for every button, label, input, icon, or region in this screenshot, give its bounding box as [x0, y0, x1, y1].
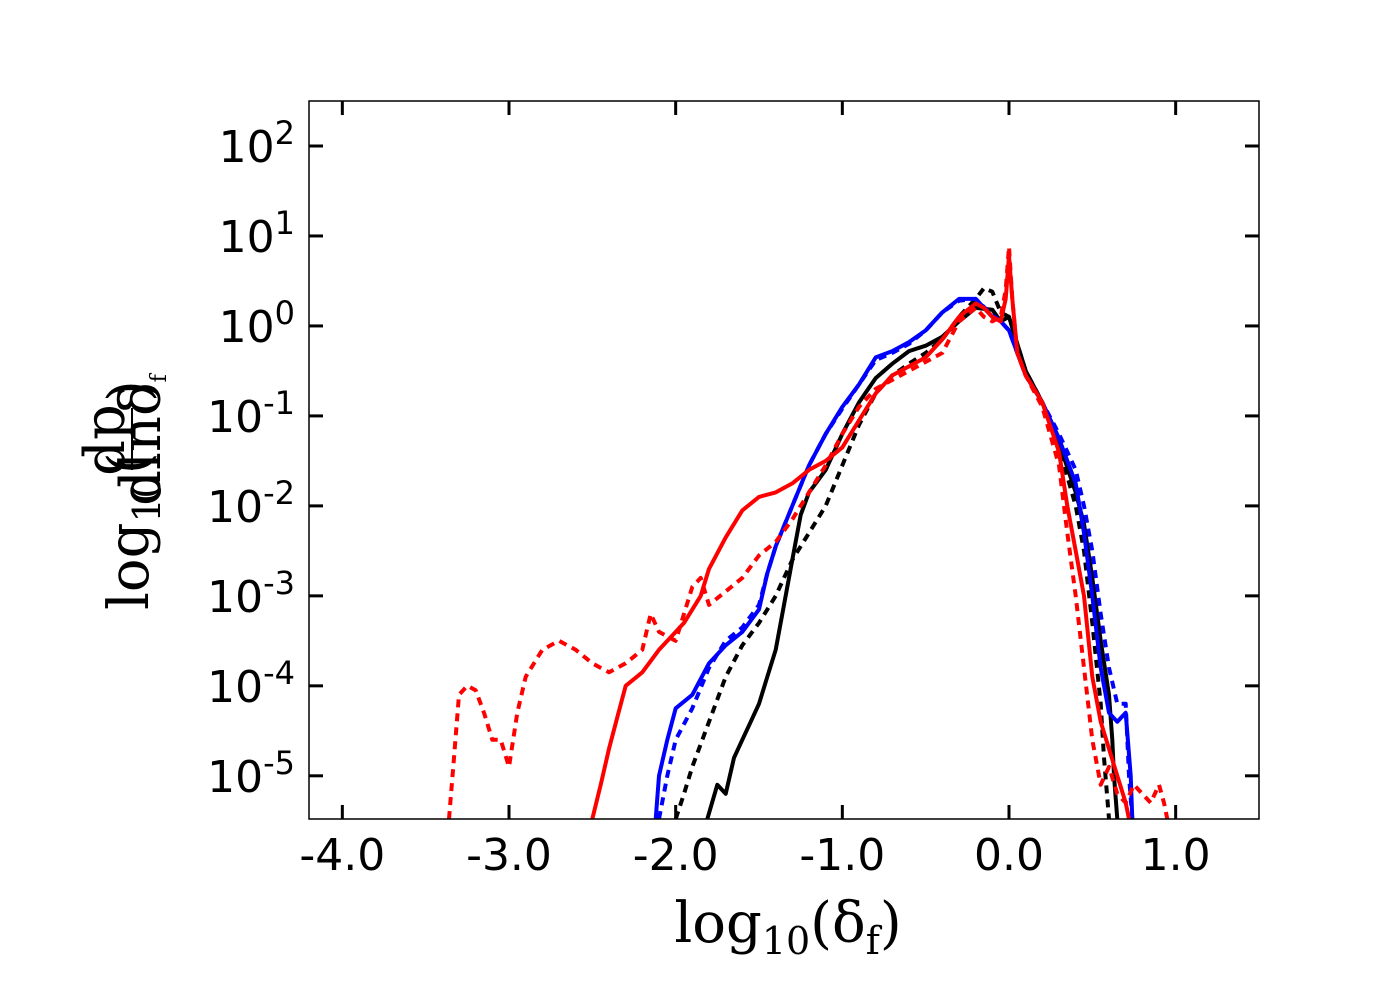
x-tick-label: -4.0: [299, 830, 385, 881]
y-tick-labels: 102 101 100 10-1 10-2 10-3 10-4 10-5: [207, 114, 295, 803]
y-tick-label: 101: [219, 204, 295, 263]
x-tick-label: -2.0: [633, 830, 719, 881]
svg-text:): ): [97, 380, 162, 402]
plot-frame: [308, 100, 1260, 820]
ticks-layer: [309, 101, 1259, 819]
series-layer: [447, 244, 1170, 819]
svg-text:log10(: log10(: [97, 452, 169, 610]
x-tick-label: 1.0: [1141, 830, 1211, 881]
series-line-blue-solid: [653, 296, 1135, 819]
y-tick-label: 10-2: [207, 474, 295, 533]
y-tick-label: 100: [219, 294, 295, 353]
svg-text:dlnδf: dlnδf: [109, 372, 174, 506]
x-tick-labels: -4.0 -3.0 -2.0 -1.0 0.0 1.0: [299, 830, 1210, 881]
y-tick-label: 10-4: [207, 654, 295, 713]
plot-background: [309, 101, 1259, 819]
y-tick-label: 102: [219, 114, 295, 173]
series-line-blue-dashed: [657, 296, 1135, 819]
x-tick-label: 0.0: [974, 830, 1044, 881]
y-axis-label: log10( dp dlnδf ): [73, 372, 174, 610]
y-tick-label: 10-1: [207, 384, 295, 443]
x-tick-label: -3.0: [466, 830, 552, 881]
series-line-red-dashed: [447, 244, 1170, 819]
y-tick-label: 10-3: [207, 564, 295, 623]
x-axis-label: log10(δf): [674, 891, 901, 963]
y-tick-label: 10-5: [207, 744, 295, 803]
x-tick-label: -1.0: [799, 830, 885, 881]
svg-text:dp: dp: [73, 404, 138, 476]
